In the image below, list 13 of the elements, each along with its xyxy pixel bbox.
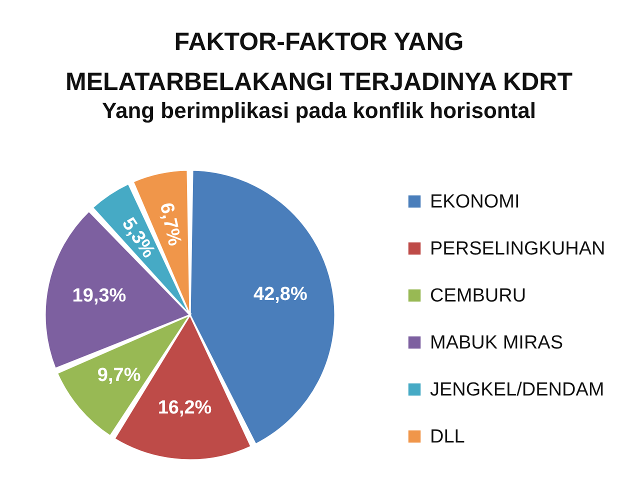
legend-label: DLL — [430, 426, 465, 448]
data-label: 42,8% — [254, 284, 308, 306]
chart-subtitle: Yang berimplikasi pada konflik horisontal — [102, 98, 536, 123]
chart-title: FAKTOR-FAKTOR YANG MELATARBELAKANGI TERJADINYA KDRT — [66, 28, 572, 96]
data-label: 9,7% — [97, 364, 141, 386]
legend-label: PERSELINGKUHAN — [430, 238, 606, 260]
data-label: 6,7% — [155, 200, 185, 248]
legend-label: MABUK MIRAS — [430, 332, 564, 354]
data-label: 19,3% — [72, 286, 126, 307]
legend-label: EKONOMI — [430, 192, 520, 212]
legend-label: JENGKEL/DENDAM — [430, 380, 604, 400]
legend-label: CEMBURU — [430, 286, 526, 306]
data-label: 16,2% — [158, 398, 212, 419]
